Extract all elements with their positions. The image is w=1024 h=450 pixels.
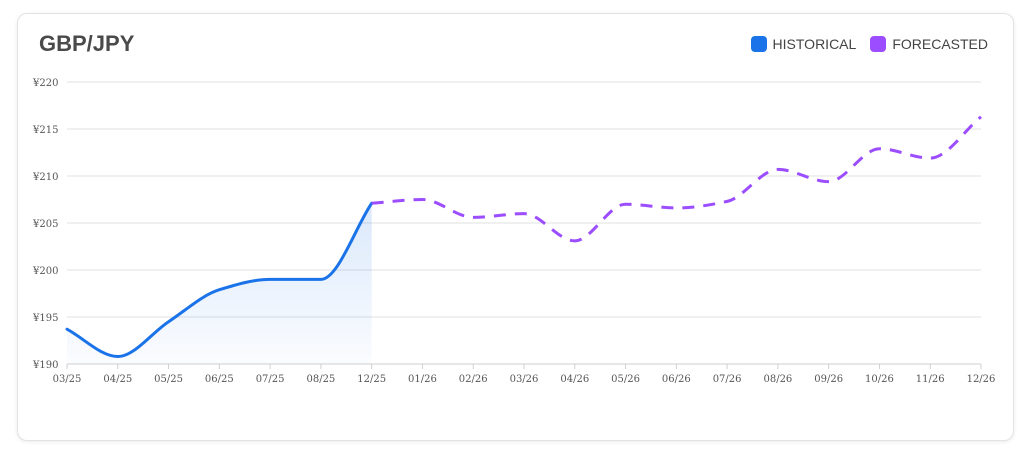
y-tick-label: ¥215 — [32, 125, 58, 136]
y-tick-label: ¥220 — [32, 78, 58, 89]
legend-swatch-forecasted — [870, 36, 887, 52]
x-tick-label: 06/25 — [205, 374, 234, 385]
x-tick-label: 01/26 — [408, 374, 437, 385]
historical-line — [65, 201, 374, 358]
legend: HISTORICAL FORECASTED — [750, 36, 988, 52]
chart-title: GBP/JPY — [39, 31, 135, 56]
legend-label: HISTORICAL — [772, 36, 857, 52]
forecast-line — [371, 115, 982, 243]
historical-area — [67, 203, 372, 364]
legend-item-historical[interactable]: HISTORICAL — [750, 36, 857, 52]
y-tick-label: ¥205 — [32, 219, 58, 230]
y-tick-label: ¥190 — [32, 360, 58, 371]
x-tick-label: 12/26 — [967, 374, 996, 385]
x-tick-label: 04/25 — [103, 374, 132, 385]
x-tick-label: 07/25 — [256, 374, 285, 385]
legend-label: FORECASTED — [892, 36, 988, 52]
x-tick-label: 04/26 — [560, 374, 589, 385]
y-tick-label: ¥195 — [32, 313, 58, 324]
x-tick-label: 08/25 — [306, 374, 335, 385]
legend-swatch-historical — [750, 36, 767, 52]
y-tick-label: ¥200 — [32, 266, 58, 277]
x-tick-label: 12/25 — [357, 374, 386, 385]
chart-card — [17, 13, 1014, 441]
x-tick-label: 02/26 — [459, 374, 488, 385]
x-tick-label: 08/26 — [763, 374, 792, 385]
x-tick-label: 09/26 — [814, 374, 843, 385]
x-tick-label: 03/25 — [53, 374, 82, 385]
x-tick-label: 07/26 — [713, 374, 742, 385]
x-tick-label: 11/26 — [916, 374, 945, 385]
x-tick-label: 05/26 — [611, 374, 640, 385]
legend-item-forecasted[interactable]: FORECASTED — [870, 36, 988, 52]
x-tick-label: 03/26 — [510, 374, 539, 385]
y-tick-label: ¥210 — [32, 172, 58, 183]
x-tick-label: 10/26 — [865, 374, 894, 385]
x-tick-label: 06/26 — [662, 374, 691, 385]
x-tick-label: 05/25 — [154, 374, 183, 385]
